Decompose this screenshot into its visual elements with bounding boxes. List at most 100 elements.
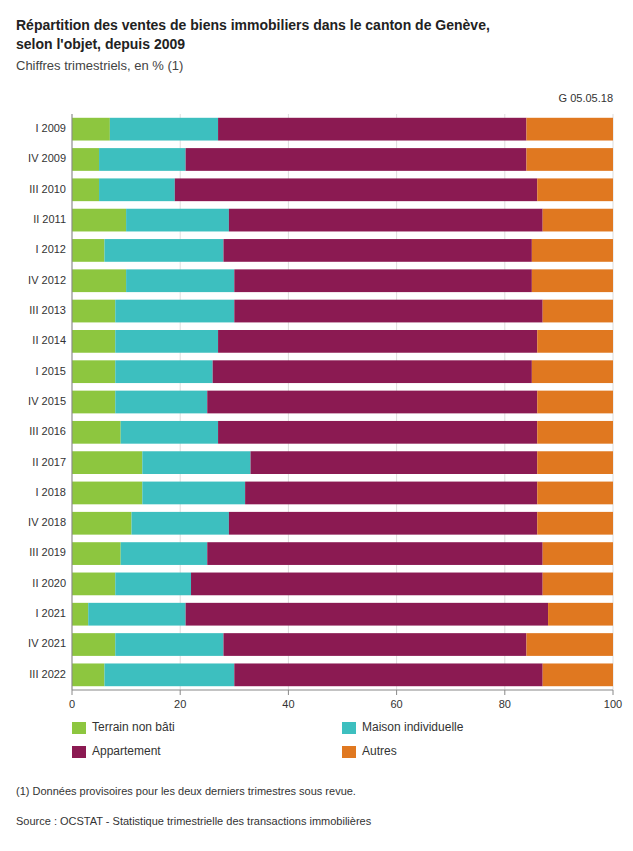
y-tick-label: I 2015 xyxy=(35,365,66,377)
bar-segment xyxy=(72,482,142,505)
bar-segment xyxy=(532,360,613,383)
bar-segment xyxy=(175,178,537,201)
bar-segment xyxy=(72,451,142,474)
x-tick xyxy=(180,690,181,695)
bar-segment xyxy=(543,663,613,686)
bar-segment xyxy=(132,512,229,535)
bar-segment xyxy=(543,300,613,323)
bar-segment xyxy=(115,300,234,323)
x-tick-label: 40 xyxy=(282,698,294,710)
bar-segment xyxy=(537,451,613,474)
bar-segment xyxy=(72,148,99,171)
y-tick-label: II 2014 xyxy=(32,334,66,346)
x-axis-line xyxy=(72,690,613,691)
x-tick-label: 80 xyxy=(499,698,511,710)
y-tick-label: I 2009 xyxy=(35,122,66,134)
bar-segment xyxy=(218,118,526,141)
y-tick-label: III 2019 xyxy=(29,546,66,558)
legend-swatch xyxy=(72,746,86,758)
bar-segment xyxy=(99,148,186,171)
bar-segment xyxy=(186,603,548,626)
bar-segment xyxy=(72,209,126,232)
bar-segment xyxy=(543,573,613,596)
legend: Terrain non bâti Maison individuelle Appar… xyxy=(72,720,464,758)
bar-segment xyxy=(537,178,613,201)
bar-segment xyxy=(218,421,537,444)
y-tick-label: I 2021 xyxy=(35,607,66,619)
bar-segment xyxy=(537,482,613,505)
y-tick-label: I 2012 xyxy=(35,243,66,255)
bar-segment xyxy=(72,118,110,141)
bar-segment xyxy=(121,542,208,565)
bar-segment xyxy=(104,663,234,686)
legend-label: Terrain non bâti xyxy=(92,720,175,734)
bar-segment xyxy=(72,512,132,535)
legend-label: Autres xyxy=(362,744,397,758)
legend-label: Appartement xyxy=(92,744,161,758)
y-axis-line xyxy=(72,114,73,690)
legend-label: Maison individuelle xyxy=(362,720,464,734)
x-tick-label: 100 xyxy=(604,698,622,710)
x-tick xyxy=(504,690,505,695)
y-tick-label: III 2010 xyxy=(29,183,66,195)
legend-swatch xyxy=(72,722,86,734)
y-tick-label: III 2022 xyxy=(29,668,66,680)
bar-segment xyxy=(72,663,104,686)
y-tick-label: III 2013 xyxy=(29,304,66,316)
bar-segment xyxy=(234,663,542,686)
bar-segment xyxy=(186,148,527,171)
bar-segment xyxy=(191,573,543,596)
x-tick xyxy=(288,690,289,695)
bar-segment xyxy=(115,360,212,383)
bar-segment xyxy=(543,542,613,565)
footnote: (1) Données provisoires pour les deux de… xyxy=(16,785,356,797)
y-tick-label: III 2016 xyxy=(29,425,66,437)
y-tick-label: II 2017 xyxy=(32,456,66,468)
x-tick xyxy=(72,690,73,695)
bar-segment xyxy=(126,269,234,292)
y-tick-label: IV 2009 xyxy=(28,152,66,164)
source: Source : OCSTAT - Statistique trimestrie… xyxy=(16,815,372,827)
bar-segment xyxy=(223,239,531,262)
grid-line xyxy=(72,114,73,690)
chart: Répartition des ventes de biens immobili… xyxy=(0,0,633,851)
bar-segment xyxy=(543,209,613,232)
x-tick xyxy=(396,690,397,695)
x-tick-label: 60 xyxy=(390,698,402,710)
bar-segment xyxy=(72,239,104,262)
y-tick-label: II 2011 xyxy=(33,213,66,225)
bar-segment xyxy=(537,330,613,353)
bar-segment xyxy=(532,269,613,292)
bar-segment xyxy=(537,512,613,535)
title: Répartition des ventes de biens immobili… xyxy=(16,17,490,33)
bar-segment xyxy=(526,148,613,171)
legend-swatch xyxy=(342,722,356,734)
y-tick-label: IV 2012 xyxy=(28,274,66,286)
title: selon l'objet, depuis 2009 xyxy=(16,36,185,52)
bar-segment xyxy=(142,482,245,505)
bar-segment xyxy=(548,603,613,626)
bar-segment xyxy=(72,421,121,444)
y-tick-label: IV 2018 xyxy=(28,516,66,528)
bar-segment xyxy=(88,603,185,626)
reference-label: G 05.05.18 xyxy=(559,92,613,104)
bar-segment xyxy=(207,542,542,565)
legend-swatch xyxy=(342,746,356,758)
bar-segment xyxy=(115,573,191,596)
bar-segment xyxy=(142,451,250,474)
x-tick-label: 0 xyxy=(69,698,75,710)
bar-segment xyxy=(115,330,218,353)
y-tick-label: IV 2015 xyxy=(28,395,66,407)
grid xyxy=(72,114,613,690)
axes: 020406080100I 2009IV 2009III 2010II 2011… xyxy=(28,114,622,710)
bar-segment xyxy=(532,239,613,262)
bar-segment xyxy=(72,573,115,596)
bar-segment xyxy=(72,360,115,383)
bar-segment xyxy=(99,178,175,201)
y-tick-label: I 2018 xyxy=(35,486,66,498)
bar-segment xyxy=(526,633,613,656)
bar-segment xyxy=(121,421,218,444)
x-tick xyxy=(613,690,614,695)
bar-segment xyxy=(245,482,537,505)
bar-segment xyxy=(213,360,532,383)
